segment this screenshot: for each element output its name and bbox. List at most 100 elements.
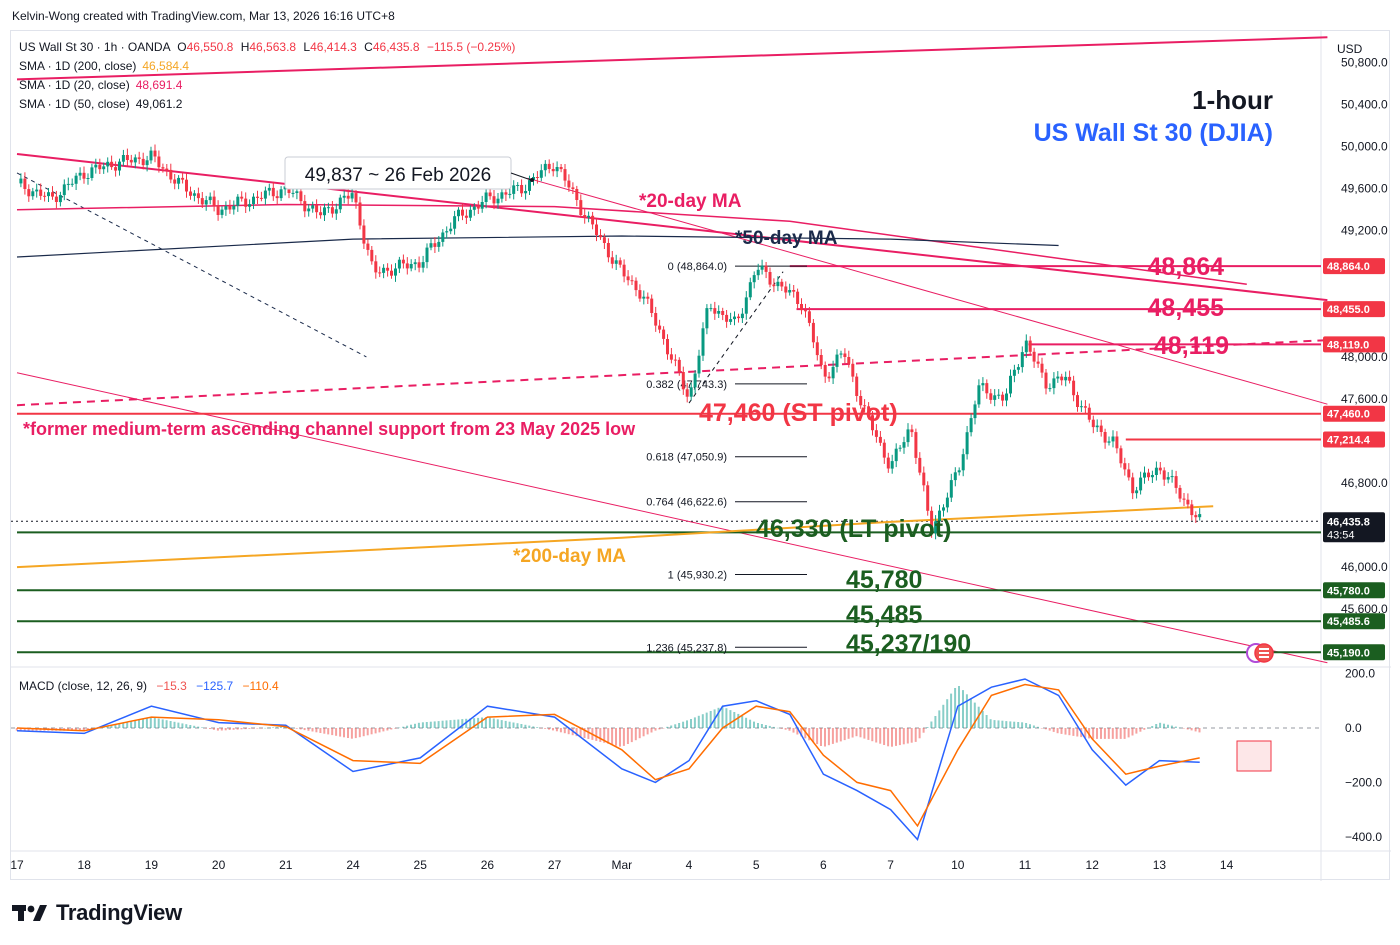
candle-body: [1131, 477, 1135, 494]
macd-histogram-bar: [252, 728, 255, 729]
candle-body: [90, 167, 94, 178]
candle-body: [890, 461, 894, 469]
candle-body: [74, 175, 78, 184]
ma20-label: *20-day MA: [639, 191, 742, 212]
macd-histogram-bar: [1194, 728, 1197, 732]
candle-body: [1091, 419, 1095, 428]
macd-histogram-bar: [843, 728, 846, 741]
macd-histogram-bar: [264, 727, 267, 729]
candle-body: [835, 354, 839, 367]
candle-body: [66, 183, 70, 185]
candle-body: [1099, 425, 1103, 432]
price-tag-bg: [1323, 644, 1385, 661]
legend-sma200: SMA · 1D (200, close) 46,584.4: [19, 59, 189, 73]
macd-histogram-bar: [1068, 728, 1071, 736]
price-tick-label: 50,800.0: [1341, 56, 1388, 70]
candle-body: [843, 353, 847, 357]
candle-body: [871, 415, 874, 431]
candle-body: [658, 325, 662, 330]
candle-body: [133, 157, 137, 163]
candle-body: [165, 168, 169, 170]
macd-histogram-bar: [303, 728, 306, 731]
macd-histogram-bar: [173, 721, 176, 728]
price-tag-bg: [1323, 258, 1385, 275]
candle-body: [886, 457, 890, 469]
candle-body: [390, 270, 393, 276]
candle-body: [23, 178, 27, 189]
st-pivot-label: 47,460 (ST pivot): [699, 399, 898, 427]
legend: US Wall St 30 · 1h · OANDA O46,550.8 H46…: [19, 40, 515, 693]
price-tag-label: 45,780.0: [1327, 585, 1370, 597]
chart-frame: USD US Wall St 30 · 1h · OANDA O46,550.8…: [10, 30, 1391, 881]
ma200-label: *200-day MA: [513, 546, 626, 567]
macd-histogram-bar: [126, 722, 129, 728]
macd-histogram-bar: [406, 725, 409, 728]
candle-body: [772, 284, 776, 287]
candle-body: [200, 198, 204, 205]
chart-svg[interactable]: USD US Wall St 30 · 1h · OANDA O46,550.8…: [10, 31, 1391, 881]
time-tick-label: 6: [820, 858, 827, 872]
candle-body: [1056, 376, 1060, 379]
macd-histogram-bar: [950, 693, 953, 728]
candle-body: [713, 308, 717, 314]
macd-histogram-bar: [662, 728, 665, 729]
fib-anchor-line: [688, 271, 784, 404]
tradingview-logo[interactable]: TradingView: [12, 900, 182, 926]
macd-histogram-bar: [220, 728, 223, 731]
time-tick-label: 21: [279, 858, 293, 872]
candle-body: [839, 353, 843, 355]
candle-body: [705, 308, 709, 329]
macd-histogram-bar: [532, 726, 535, 728]
candle-body: [232, 205, 236, 210]
macd-histogram-bar: [883, 728, 886, 745]
macd-histogram-bar: [709, 711, 712, 728]
legend-symbol-line: US Wall St 30 · 1h · OANDA O46,550.8 H46…: [19, 40, 515, 54]
time-tick-label: 13: [1153, 858, 1167, 872]
price-tick-label: 50,000.0: [1341, 140, 1388, 154]
price-tick-label: 46,000.0: [1341, 560, 1388, 574]
candle-body: [394, 268, 397, 276]
candle-body: [386, 267, 390, 271]
macd-histogram-bar: [705, 712, 708, 728]
macd-histogram-bar: [666, 726, 669, 728]
macd-histogram-bar: [800, 728, 803, 737]
candle-body: [299, 191, 303, 202]
macd-histogram-bar: [1155, 724, 1158, 728]
macd-histogram-bar: [216, 728, 219, 731]
candle-body: [303, 201, 307, 212]
candle-body: [216, 206, 220, 215]
candle-body: [547, 163, 551, 169]
candle-body: [429, 243, 433, 248]
candle-body: [957, 470, 961, 473]
macd-histogram-bar: [958, 686, 960, 728]
trendlines-layer: [16, 36, 1328, 664]
candle-body: [157, 156, 161, 168]
event-flag-icon[interactable]: [1246, 643, 1274, 663]
candle-body: [204, 200, 208, 205]
macd-histogram-bar: [902, 728, 905, 745]
candle-body: [244, 198, 248, 207]
candle-body: [1020, 352, 1024, 368]
candle-body: [729, 319, 733, 322]
macd-histogram-bar: [1115, 728, 1118, 739]
peak-callout: 49,837 ~ 26 Feb 2026: [305, 165, 491, 186]
candle-body: [922, 472, 926, 486]
macd-histogram-bar: [871, 728, 874, 742]
candle-body: [374, 261, 378, 273]
candle-body: [622, 264, 626, 277]
macd-histogram-bar: [721, 706, 724, 728]
candle-body: [961, 454, 965, 471]
macd-histogram-bar: [1190, 728, 1193, 731]
macd-histogram-bar: [595, 728, 598, 741]
candle-body: [496, 198, 500, 204]
candle-body: [378, 272, 382, 274]
candle-body: [567, 180, 571, 188]
macd-histogram-bar: [512, 722, 515, 728]
candle-body: [362, 225, 366, 244]
peak-dot: [530, 178, 534, 182]
candle-body: [354, 193, 358, 203]
candle-body: [1076, 395, 1079, 407]
macd-histogram-bar: [437, 721, 440, 728]
macd-histogram-bar: [820, 728, 822, 746]
candle-body: [228, 206, 232, 210]
